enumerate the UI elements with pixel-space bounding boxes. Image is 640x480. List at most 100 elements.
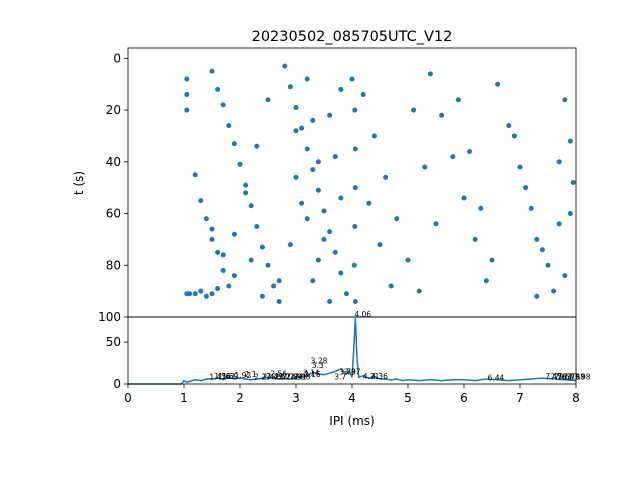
x-tick-label: 2 [236, 391, 244, 405]
peak-annotation: 2.91 [290, 373, 307, 382]
scatter-point [338, 86, 344, 92]
scatter-point [567, 138, 573, 144]
scatter-point [371, 133, 377, 139]
peak-annotation: 7.88 [568, 373, 585, 382]
scatter-point [203, 216, 209, 222]
scatter-point [495, 81, 501, 87]
peak-annotation: 2.42 [263, 373, 280, 382]
scatter-point [254, 143, 260, 149]
scatter-point [184, 76, 190, 82]
scatter-point [332, 154, 338, 160]
peak-annotation: 1.92 [235, 371, 252, 380]
peak-annotation: 1.63 [218, 372, 235, 381]
scatter-point [299, 200, 305, 206]
scatter-point [220, 102, 226, 108]
scatter-point [265, 262, 271, 268]
scatter-point [226, 123, 232, 129]
peak-annotation: 2.62 [274, 373, 291, 382]
scatter-point [231, 141, 237, 147]
scatter-point [327, 112, 333, 118]
scatter-point [472, 236, 478, 242]
x-tick-label: 0 [124, 391, 132, 405]
peak-annotation: 4.21 [363, 372, 380, 381]
peak-annotation: 3.3 [312, 361, 324, 370]
scatter-point [237, 161, 243, 167]
scatter-point [352, 146, 358, 152]
scatter-point [360, 92, 366, 98]
peak-annotation: 1.56 [214, 372, 231, 381]
scatter-point [352, 298, 358, 304]
x-tick-label: 8 [572, 391, 580, 405]
scatter-point [184, 107, 190, 113]
scatter-point [405, 257, 411, 263]
scatter-point [539, 247, 545, 253]
scatter-point [416, 288, 422, 294]
scatter-point [287, 242, 293, 248]
scatter-point [332, 249, 338, 255]
x-tick-label: 3 [292, 391, 300, 405]
scatter-point [293, 104, 299, 110]
scatter-point [327, 229, 333, 235]
scatter-point [411, 107, 417, 113]
scatter-point [243, 182, 249, 188]
scatter-point [271, 283, 277, 289]
peak-annotation: 4.36 [371, 372, 388, 381]
scatter-point [483, 278, 489, 284]
scatter-point [338, 270, 344, 276]
scatter-point [433, 221, 439, 227]
y-tick-label: 100 [98, 310, 121, 324]
scatter-point [209, 226, 215, 232]
scatter-point [455, 97, 461, 103]
x-tick-label: 4 [348, 391, 356, 405]
scatter-point [315, 257, 321, 263]
histogram-line [128, 317, 577, 385]
scatter-point [528, 205, 534, 211]
peak-annotation: 2.27 [254, 373, 271, 382]
scatter-point [388, 283, 394, 289]
histogram-axes: 1.471.561.631.691.922.12.272.422.492.562… [106, 310, 591, 405]
scatter-point [293, 128, 299, 134]
scatter-point [209, 291, 215, 297]
scatter-axes: 0 20 40 60 80 100 [98, 47, 577, 324]
y-tick-label: 20 [106, 103, 121, 117]
peak-annotation: 3.28 [311, 357, 328, 366]
scatter-point [259, 244, 265, 250]
scatter-point [352, 223, 358, 229]
y-axis-label: t (s) [72, 171, 86, 195]
scatter-point [439, 112, 445, 118]
scatter-point [243, 190, 249, 196]
scatter-point [209, 68, 215, 74]
peak-annotation: 2.77 [282, 373, 299, 382]
scatter-point [562, 273, 568, 279]
peak-annotation: 7.47 [545, 372, 562, 381]
scatter-point [276, 278, 282, 284]
scatter-point [254, 223, 260, 229]
x-tick-label: 6 [460, 391, 468, 405]
scatter-point [226, 283, 232, 289]
peak-annotation: 7.63 [554, 373, 571, 382]
scatter-point [394, 216, 400, 222]
scatter-point [293, 174, 299, 180]
scatter-point [551, 288, 557, 294]
peak-annotation: 3.79 [339, 368, 356, 377]
scatter-point [198, 198, 204, 204]
scatter-point [248, 203, 254, 209]
scatter-point [192, 291, 198, 297]
scatter-point [343, 291, 349, 297]
scatter-point [215, 86, 221, 92]
scatter-point [259, 293, 265, 299]
scatter-point [383, 174, 389, 180]
scatter-point [545, 262, 551, 268]
scatter-point [327, 298, 333, 304]
scatter-point [489, 257, 495, 263]
scatter-point [310, 278, 316, 284]
scatter-point [461, 195, 467, 201]
scatter-point [534, 293, 540, 299]
scatter-point [467, 148, 473, 154]
peak-annotation: 2.49 [266, 372, 283, 381]
y-tick-label: 80 [106, 258, 121, 272]
x-axis-label: IPI (ms) [329, 414, 374, 428]
peak-annotation: 3.87 [344, 368, 361, 377]
scatter-point [276, 298, 282, 304]
scatter-point [352, 107, 358, 113]
